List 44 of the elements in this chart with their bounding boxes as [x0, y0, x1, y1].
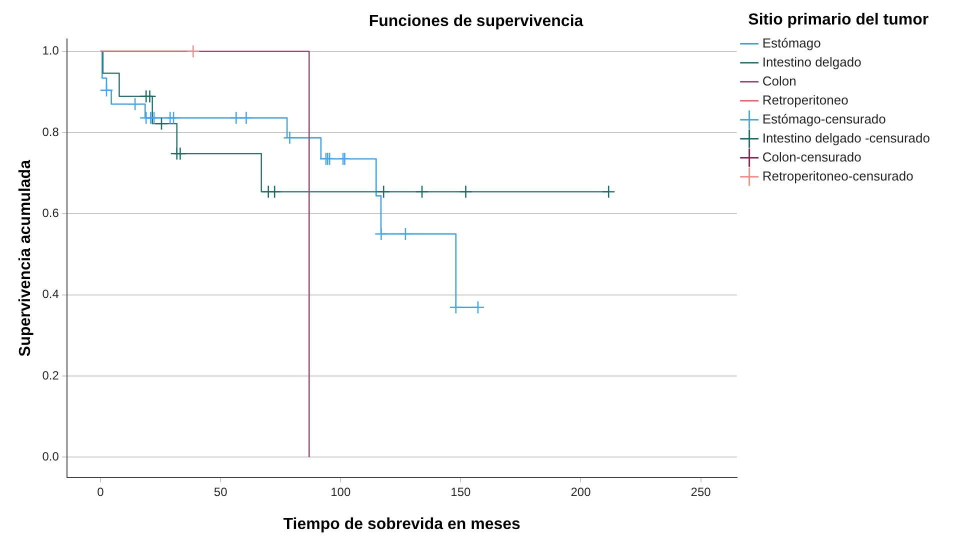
- y-tick-label: 0.0: [42, 449, 60, 464]
- x-tick-label: 200: [570, 484, 592, 499]
- point: [398, 227, 412, 241]
- point: [283, 131, 296, 144]
- point: [230, 111, 243, 125]
- point: [186, 44, 200, 58]
- y-tick-label: 1.0: [42, 44, 60, 58]
- y-tick-label: 0.4: [42, 287, 60, 302]
- legend-label: Estómago: [762, 35, 821, 50]
- point: [415, 185, 429, 198]
- chart-title: Funciones de supervivencia: [368, 13, 584, 30]
- point: [374, 227, 388, 241]
- point: [449, 300, 463, 314]
- legend-label: Retroperitoneo: [762, 92, 848, 108]
- y-tick-label: 0.6: [42, 206, 60, 220]
- x-tick-label: 150: [450, 484, 472, 499]
- legend-label: Estómago-censurado: [762, 111, 886, 126]
- point: [143, 90, 156, 104]
- point: [154, 116, 168, 130]
- point: [147, 111, 161, 125]
- point: [268, 185, 282, 198]
- point: [100, 84, 114, 97]
- legend-title: Sitio primario del tumor: [748, 11, 929, 28]
- point: [459, 185, 472, 198]
- legend-label: Intestino delgado -censurado: [762, 130, 930, 146]
- legend-label: Intestino delgado: [762, 54, 862, 70]
- point: [471, 300, 485, 314]
- point: [174, 146, 187, 160]
- x-axis-title: Tiempo de sobrevida en meses: [283, 516, 521, 533]
- legend-label: Colon: [762, 73, 796, 88]
- point: [240, 111, 253, 125]
- x-tick-label: 250: [690, 484, 712, 499]
- legend-label: Colon-censurado: [762, 149, 862, 164]
- x-tick-label: 50: [214, 484, 228, 499]
- x-tick-label: 100: [330, 484, 351, 499]
- y-tick-label: 0.8: [42, 124, 60, 139]
- point: [376, 185, 390, 198]
- x-tick-label: 0: [97, 484, 104, 499]
- y-axis-title: Supervivencia acumulada: [17, 160, 34, 357]
- legend-label: Retroperitoneo-censurado: [762, 168, 914, 184]
- point: [602, 185, 616, 198]
- point: [128, 97, 142, 111]
- y-tick-label: 0.2: [42, 368, 60, 382]
- point: [166, 111, 180, 125]
